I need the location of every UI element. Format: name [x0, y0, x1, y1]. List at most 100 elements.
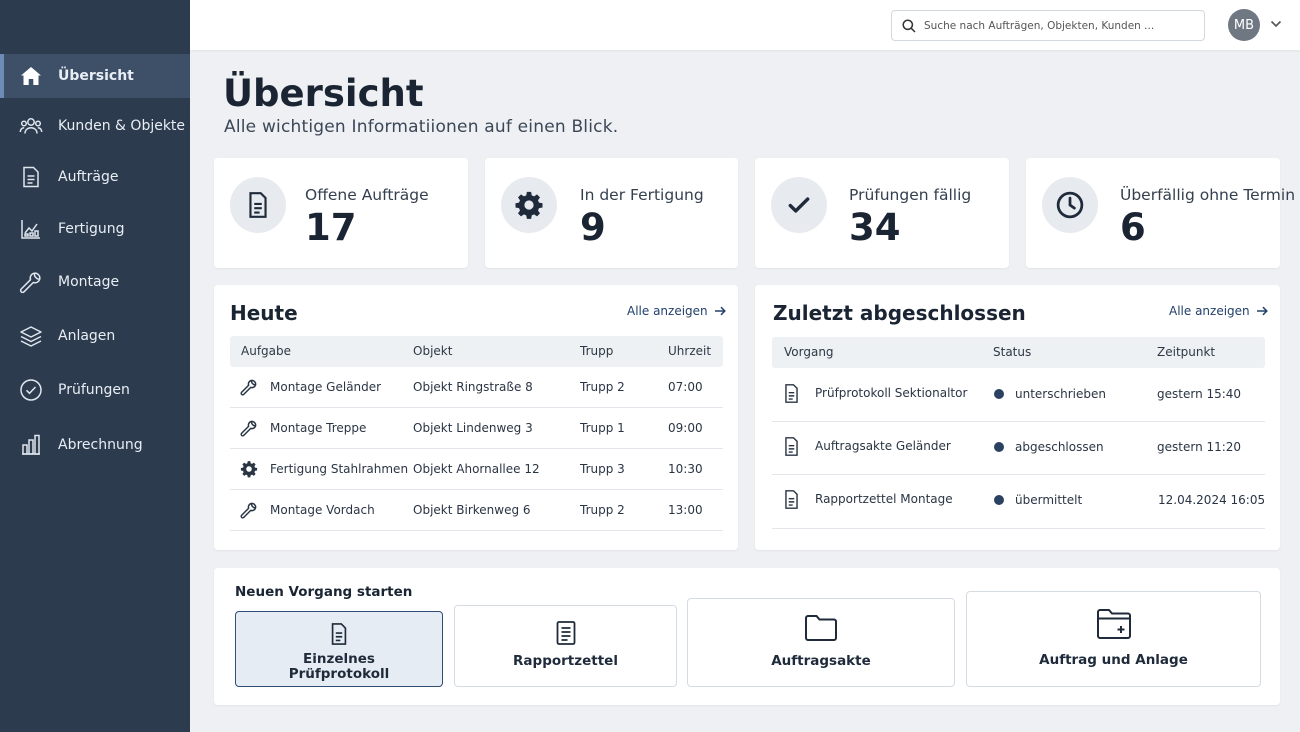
new-pruefprotokoll-button[interactable]: Einzelnes Prüfprotokoll [235, 611, 443, 687]
stat-label: Offene Aufträge [305, 186, 429, 204]
search-input[interactable] [924, 16, 1194, 36]
stat-value: 6 [1120, 206, 1146, 249]
table-row[interactable]: Prüfprotokoll Sektionaltor unterschriebe… [772, 369, 1265, 422]
table-row[interactable]: Montage Vordach Objekt Birkenweg 6 Trupp… [230, 490, 723, 531]
stat-value: 34 [849, 206, 901, 249]
cell-team: Trupp 1 [580, 421, 625, 435]
search-box[interactable] [891, 10, 1205, 41]
cell-task: Montage Geländer [270, 380, 382, 394]
action-label-line2: Prüfprotokoll [288, 666, 390, 682]
today-show-all-link[interactable]: Alle anzeigen [627, 304, 726, 318]
search-icon [902, 19, 916, 33]
table-row[interactable]: Auftragsakte Geländer abgeschlossen gest… [772, 422, 1265, 475]
action-label: Auftragsakte [771, 653, 871, 669]
wrench-icon [240, 420, 257, 437]
cell-object: Objekt Birkenweg 6 [413, 503, 531, 517]
column-header-trupp: Trupp [580, 344, 614, 358]
column-header-aufgabe: Aufgabe [241, 344, 292, 358]
sidebar-item-pruefungen[interactable]: Prüfungen [0, 368, 190, 412]
sidebar-item-label: Montage [58, 274, 120, 290]
cell-team: Trupp 2 [580, 380, 625, 394]
cell-task: Fertigung Stahlrahmen [270, 462, 409, 476]
stat-value: 17 [305, 206, 357, 249]
chevron-down-icon[interactable] [1270, 20, 1282, 28]
layers-icon [20, 326, 42, 347]
today-panel: Heute Alle anzeigen Aufgabe Objekt Trupp… [214, 285, 738, 550]
stat-card-offene-auftraege[interactable]: Offene Aufträge 17 [214, 158, 468, 268]
cell-time: gestern 15:40 [1157, 387, 1242, 401]
stat-card-in-der-fertigung[interactable]: In der Fertigung 9 [485, 158, 738, 268]
new-auftragsakte-button[interactable]: Auftragsakte [687, 598, 955, 687]
sidebar-item-kunden-objekte[interactable]: Kunden & Objekte [0, 104, 190, 148]
document-icon [331, 623, 347, 645]
chart-icon [21, 220, 40, 239]
status-dot [994, 442, 1004, 452]
panel-title: Heute [230, 301, 298, 325]
column-header-zeitpunkt: Zeitpunkt [1157, 345, 1216, 359]
cell-process: Auftragsakte Geländer [815, 439, 951, 453]
stat-card-ueberfaellig[interactable]: Überfällig ohne Termin 6 [1026, 158, 1295, 268]
cell-time: gestern 11:20 [1157, 440, 1242, 454]
status-dot [994, 495, 1004, 505]
sidebar-item-abrechnung[interactable]: Abrechnung [0, 423, 190, 467]
bar-chart-icon [22, 434, 40, 455]
panel-title: Zuletzt abgeschlossen [773, 301, 1026, 325]
arrow-right-icon [714, 306, 726, 316]
action-label-line1: Einzelnes [303, 651, 375, 667]
document-icon [23, 166, 39, 188]
topbar: MB [190, 0, 1300, 50]
table-row[interactable]: Fertigung Stahlrahmen Objekt Ahornallee … [230, 449, 723, 490]
wrench-icon [240, 379, 257, 396]
table-row[interactable]: Rapportzettel Montage übermittelt 12.04.… [772, 475, 1265, 529]
document-icon [249, 192, 267, 218]
cell-team: Trupp 3 [580, 462, 625, 476]
avatar[interactable]: MB [1228, 9, 1260, 41]
column-header-uhrzeit: Uhrzeit [668, 344, 712, 358]
link-label: Alle anzeigen [627, 304, 708, 318]
document-icon [785, 384, 798, 403]
page-title: Übersicht [223, 72, 424, 115]
cell-time: 09:00 [668, 421, 703, 435]
sidebar-item-anlagen[interactable]: Anlagen [0, 314, 190, 358]
status-dot [994, 389, 1004, 399]
stat-label: Prüfungen fällig [849, 186, 972, 204]
sidebar-item-auftraege[interactable]: Aufträge [0, 155, 190, 199]
check-icon [788, 197, 810, 213]
arrow-right-icon [1256, 306, 1268, 316]
column-header-objekt: Objekt [413, 344, 453, 358]
home-icon [21, 67, 41, 85]
cell-process: Prüfprotokoll Sektionaltor [815, 386, 968, 400]
cell-object: Objekt Lindenweg 3 [413, 421, 533, 435]
cell-object: Objekt Ahornallee 12 [413, 462, 540, 476]
table-row[interactable]: Montage Geländer Objekt Ringstraße 8 Tru… [230, 367, 723, 408]
cell-time: 12.04.2024 16:05 [1158, 493, 1266, 507]
cell-time: 07:00 [668, 380, 703, 394]
notepad-icon [556, 621, 575, 645]
sidebar-item-label: Fertigung [58, 221, 125, 237]
table-row[interactable]: Montage Treppe Objekt Lindenweg 3 Trupp … [230, 408, 723, 449]
sidebar-item-label: Prüfungen [58, 382, 130, 398]
gear-icon [515, 191, 543, 219]
new-rapportzettel-button[interactable]: Rapportzettel [454, 605, 677, 687]
sidebar-item-montage[interactable]: Montage [0, 260, 190, 304]
document-icon [785, 490, 798, 509]
users-icon [19, 118, 43, 134]
action-label: Rapportzettel [513, 653, 618, 669]
check-circle-icon [20, 379, 42, 401]
sidebar-item-label: Abrechnung [58, 437, 143, 453]
sidebar: Übersicht Kunden & Objekte Aufträge Fert… [0, 0, 190, 732]
sidebar-item-uebersicht[interactable]: Übersicht [0, 54, 190, 98]
folder-icon [805, 615, 837, 641]
cell-status: abgeschlossen [1015, 440, 1104, 454]
recent-panel: Zuletzt abgeschlossen Alle anzeigen Vorg… [755, 285, 1280, 550]
sidebar-item-fertigung[interactable]: Fertigung [0, 207, 190, 251]
stat-card-pruefungen-faellig[interactable]: Prüfungen fällig 34 [755, 158, 1009, 268]
cell-task: Montage Vordach [270, 503, 375, 517]
folder-plus-icon [1096, 609, 1131, 639]
page-subtitle: Alle wichtigen Informatiionen auf einen … [224, 117, 619, 137]
cell-team: Trupp 2 [580, 503, 625, 517]
new-auftrag-anlage-button[interactable]: Auftrag und Anlage [966, 591, 1261, 687]
recent-show-all-link[interactable]: Alle anzeigen [1169, 304, 1268, 318]
cell-object: Objekt Ringstraße 8 [413, 380, 533, 394]
column-header-vorgang: Vorgang [784, 345, 834, 359]
